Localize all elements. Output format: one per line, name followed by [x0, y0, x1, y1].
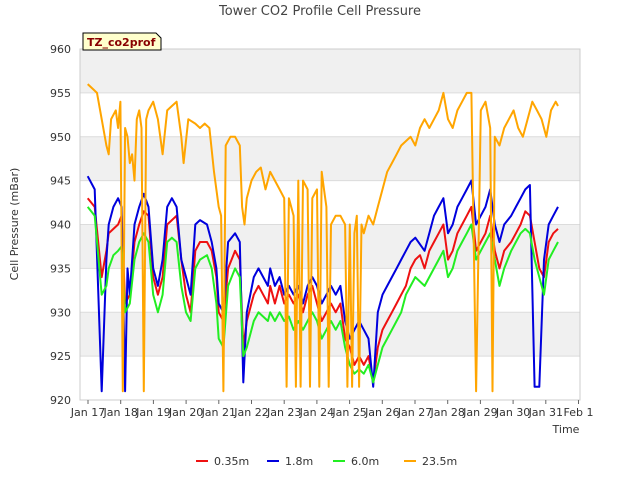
- x-tick-label: Jan 28: [429, 406, 464, 419]
- site-tag-label: TZ_co2prof: [87, 36, 156, 49]
- plot-frame: [79, 48, 581, 401]
- x-tick-label: Jan 31: [528, 406, 563, 419]
- y-tick-label: 935: [50, 262, 71, 275]
- x-tick-label: Jan 26: [364, 406, 399, 419]
- x-tick-label: Feb 1: [564, 406, 594, 419]
- x-tick-label: Jan 18: [102, 406, 137, 419]
- x-tick-label: Jan 22: [233, 406, 268, 419]
- legend-label: 0.35m: [214, 455, 249, 468]
- series-line-23-5m: [87, 83, 559, 393]
- plot-band: [80, 92, 580, 137]
- x-tick-label: Jan 20: [168, 406, 203, 419]
- y-tick-label: 945: [50, 175, 71, 188]
- x-tick-label: Jan 21: [201, 406, 236, 419]
- x-tick-label: Jan 23: [266, 406, 301, 419]
- y-tick-label: 960: [50, 43, 71, 56]
- plot-band: [80, 180, 580, 225]
- x-axis-label: Time: [552, 423, 580, 436]
- x-tick-label: Jan 27: [397, 406, 432, 419]
- x-tick-label: Jan 17: [70, 406, 105, 419]
- x-tick-label: Jan 25: [331, 406, 366, 419]
- legend: 0.35m 1.8m 6.0m 23.5m: [196, 455, 457, 468]
- plot-band: [80, 136, 580, 181]
- plot-band: [80, 49, 580, 93]
- x-tick-label: Jan 19: [135, 406, 170, 419]
- site-tag-box: [82, 32, 162, 51]
- x-tick-label: Jan 29: [462, 406, 497, 419]
- x-tick-label: Jan 30: [495, 406, 530, 419]
- y-tick-label: 940: [50, 219, 71, 232]
- y-tick-label: 920: [50, 394, 71, 407]
- series-lines: [86, 83, 559, 393]
- legend-label: 23.5m: [422, 455, 457, 468]
- y-tick-label: 950: [50, 131, 71, 144]
- y-axis-ticks: 920 925 930 935 940 945 950 955 960: [50, 43, 71, 407]
- series-line-1-8m: [86, 175, 559, 393]
- y-tick-label: 930: [50, 306, 71, 319]
- y-tick-label: 925: [50, 350, 71, 363]
- site-tag: TZ_co2prof: [82, 32, 162, 51]
- legend-label: 6.0m: [351, 455, 379, 468]
- legend-label: 1.8m: [285, 455, 313, 468]
- y-axis-label: Cell Pressure (mBar): [8, 168, 21, 281]
- y-tick-label: 955: [50, 87, 71, 100]
- x-tick-label: Jan 24: [299, 406, 334, 419]
- chart-title: Tower CO2 Profile Cell Pressure: [218, 4, 421, 19]
